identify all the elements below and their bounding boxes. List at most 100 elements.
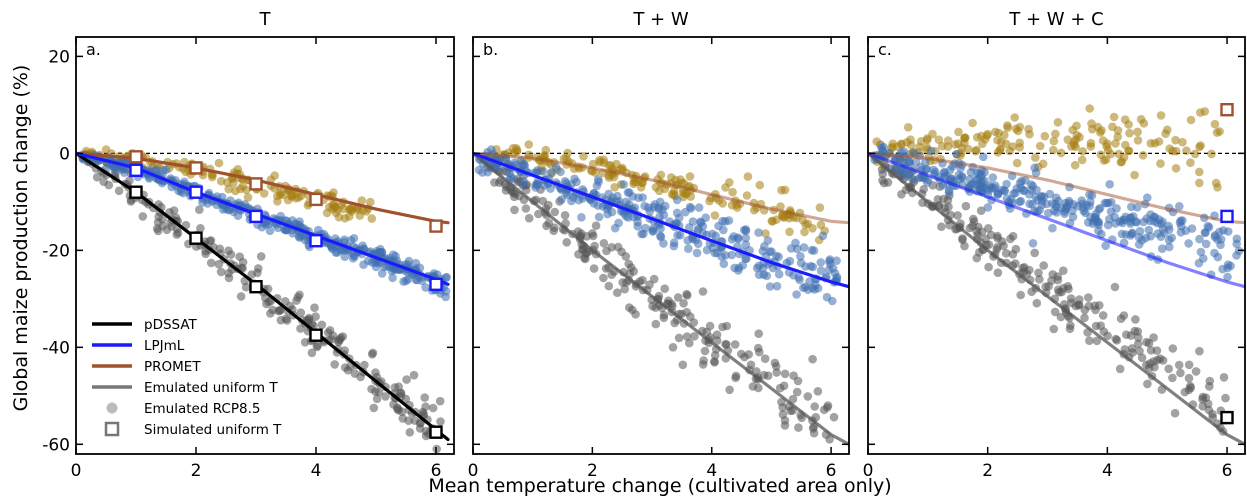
point-lpjml (1032, 185, 1041, 195)
point-pdssat (737, 349, 746, 359)
point-pdssat (958, 235, 967, 245)
point-promet (1056, 148, 1066, 158)
point-pdssat (405, 428, 415, 437)
point-lpjml (922, 164, 932, 174)
point-lpjml (1232, 251, 1241, 260)
point-lpjml (1100, 198, 1110, 208)
point-promet (800, 227, 809, 237)
point-pdssat (660, 284, 669, 294)
point-pdssat (961, 201, 971, 211)
point-pdssat (1008, 250, 1018, 259)
point-promet (772, 215, 781, 224)
point-lpjml (1134, 240, 1144, 249)
point-pdssat (1092, 336, 1102, 346)
point-promet (1212, 128, 1222, 137)
point-pdssat (705, 321, 715, 331)
point-pdssat (698, 287, 708, 296)
point-lpjml (818, 231, 828, 241)
point-pdssat (731, 371, 741, 381)
point-lpjml (1016, 196, 1026, 206)
point-promet (1116, 157, 1126, 167)
point-pdssat (390, 383, 400, 392)
point-pdssat (1205, 382, 1214, 391)
point-promet (1078, 147, 1087, 156)
point-pdssat (984, 224, 993, 233)
point-lpjml (1144, 225, 1154, 235)
point-promet (1211, 178, 1221, 188)
point-pdssat (1128, 348, 1137, 358)
point-promet (259, 189, 269, 198)
y-tick-label: -20 (42, 241, 70, 261)
legend-item: Emulated uniform T (92, 380, 278, 396)
line-lpjml (868, 151, 1245, 289)
point-promet (1049, 136, 1059, 146)
point-pdssat (334, 337, 343, 347)
point-pdssat (984, 262, 993, 272)
point-lpjml (1213, 252, 1223, 262)
point-lpjml (796, 251, 805, 261)
point-lpjml (754, 228, 763, 237)
point-lpjml (958, 173, 967, 182)
point-pdssat (686, 312, 695, 321)
point-promet (656, 170, 666, 180)
point-lpjml (1128, 228, 1137, 238)
point-promet (1109, 112, 1119, 122)
point-pdssat (599, 239, 609, 248)
point-pdssat (158, 221, 168, 231)
point-pdssat (1204, 405, 1214, 415)
point-lpjml (1154, 215, 1164, 224)
point-lpjml (1028, 239, 1038, 248)
point-pdssat (678, 360, 688, 370)
point-pdssat (607, 243, 616, 252)
point-pdssat (792, 387, 802, 397)
point-pdssat (969, 214, 978, 224)
square-pdssat (189, 231, 203, 245)
legend-label: Simulated uniform T (144, 422, 282, 438)
point-pdssat (524, 213, 534, 223)
point-pdssat (813, 387, 823, 396)
point-pdssat (1008, 231, 1018, 241)
point-promet (629, 177, 639, 187)
point-pdssat (730, 340, 740, 349)
point-lpjml (1175, 202, 1184, 211)
point-promet (345, 205, 354, 214)
x-axis-label: Mean temperature change (cultivated area… (428, 475, 891, 497)
point-lpjml (1176, 216, 1185, 225)
point-promet (1154, 137, 1164, 146)
point-pdssat (1174, 360, 1184, 370)
x-tick-label: 6 (431, 461, 442, 481)
point-pdssat (1137, 353, 1147, 363)
line-pdssat (473, 151, 849, 446)
square-pdssat (249, 280, 263, 294)
point-lpjml (939, 168, 949, 178)
point-lpjml (727, 250, 737, 260)
point-lpjml (944, 188, 954, 197)
point-lpjml (1164, 235, 1174, 245)
legend-item: pDSSAT (92, 317, 198, 333)
point-pdssat (1027, 287, 1036, 297)
point-lpjml (276, 211, 286, 221)
point-pdssat (664, 296, 673, 306)
point-pdssat (1030, 248, 1039, 258)
point-lpjml (685, 202, 695, 212)
point-pdssat (897, 190, 906, 199)
point-lpjml (176, 187, 186, 196)
point-promet (1098, 136, 1108, 145)
point-lpjml (433, 270, 442, 279)
point-pdssat (808, 354, 817, 364)
point-pdssat (313, 341, 322, 351)
point-pdssat (659, 310, 669, 320)
x-tick-label: 2 (191, 461, 202, 481)
point-pdssat (501, 186, 511, 195)
point-pdssat (976, 206, 986, 215)
square-pdssat (309, 328, 323, 342)
point-pdssat (371, 387, 380, 396)
point-pdssat (372, 394, 382, 404)
point-pdssat (1115, 364, 1125, 374)
point-promet (224, 184, 233, 194)
point-promet (1163, 125, 1172, 135)
point-promet (685, 172, 695, 181)
point-promet (181, 167, 190, 177)
panel-label: a. (86, 40, 101, 59)
